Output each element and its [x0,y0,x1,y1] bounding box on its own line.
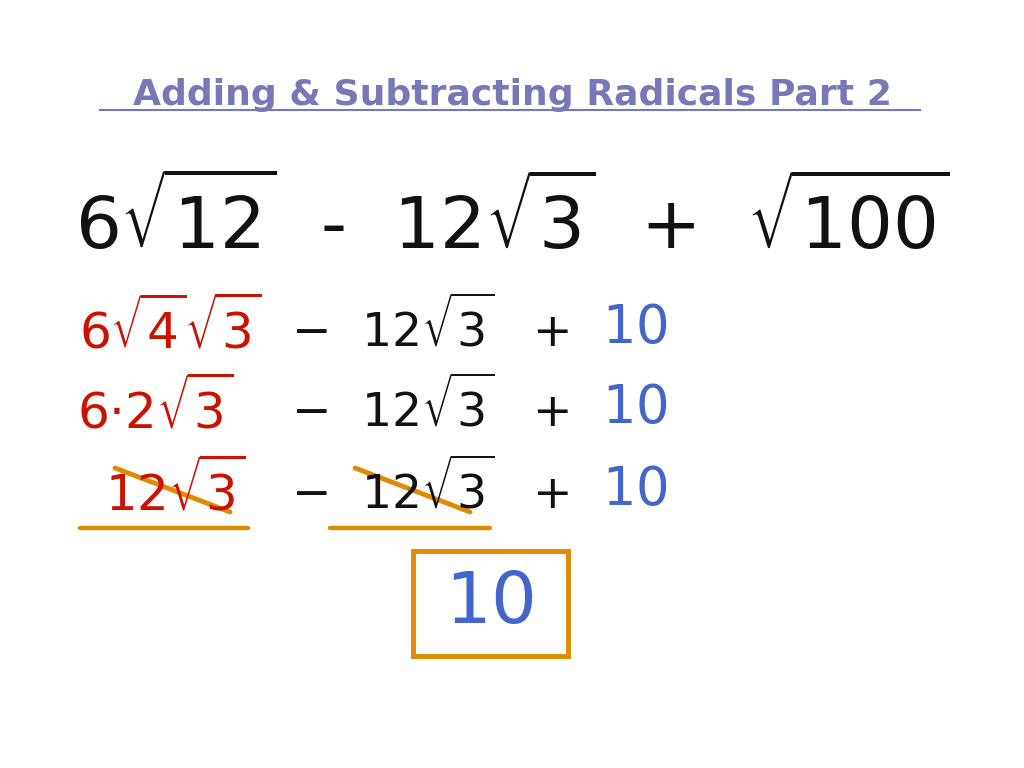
Bar [413,551,567,656]
Text: $-\ \ 12\sqrt{3}\ \ +$: $-\ \ 12\sqrt{3}\ \ +$ [291,299,569,358]
Text: $\mathit{10}$: $\mathit{10}$ [602,382,668,434]
Text: $6{\cdot}2\sqrt{3}$: $6{\cdot}2\sqrt{3}$ [77,377,233,439]
Text: Adding & Subtracting Radicals Part 2: Adding & Subtracting Radicals Part 2 [132,78,892,112]
Text: $\mathit{10}$: $\mathit{10}$ [602,464,668,516]
Text: $6\sqrt{4}\sqrt{3}$: $6\sqrt{4}\sqrt{3}$ [79,297,261,359]
Text: $\mathit{10}$: $\mathit{10}$ [445,568,535,637]
Text: $-\ \ 12\sqrt{3}\ \ +$: $-\ \ 12\sqrt{3}\ \ +$ [291,379,569,438]
Text: $\mathit{10}$: $\mathit{10}$ [602,302,668,354]
Text: $12\sqrt{3}$: $12\sqrt{3}$ [104,459,245,521]
Text: $6\sqrt{12}\ \ \text{-}\ \ 12\sqrt{3}\ \ \text{+}\ \ \sqrt{100}$: $6\sqrt{12}\ \ \text{-}\ \ 12\sqrt{3}\ \… [75,177,949,263]
Text: $-\ \ 12\sqrt{3}\ \ +$: $-\ \ 12\sqrt{3}\ \ +$ [291,461,569,519]
